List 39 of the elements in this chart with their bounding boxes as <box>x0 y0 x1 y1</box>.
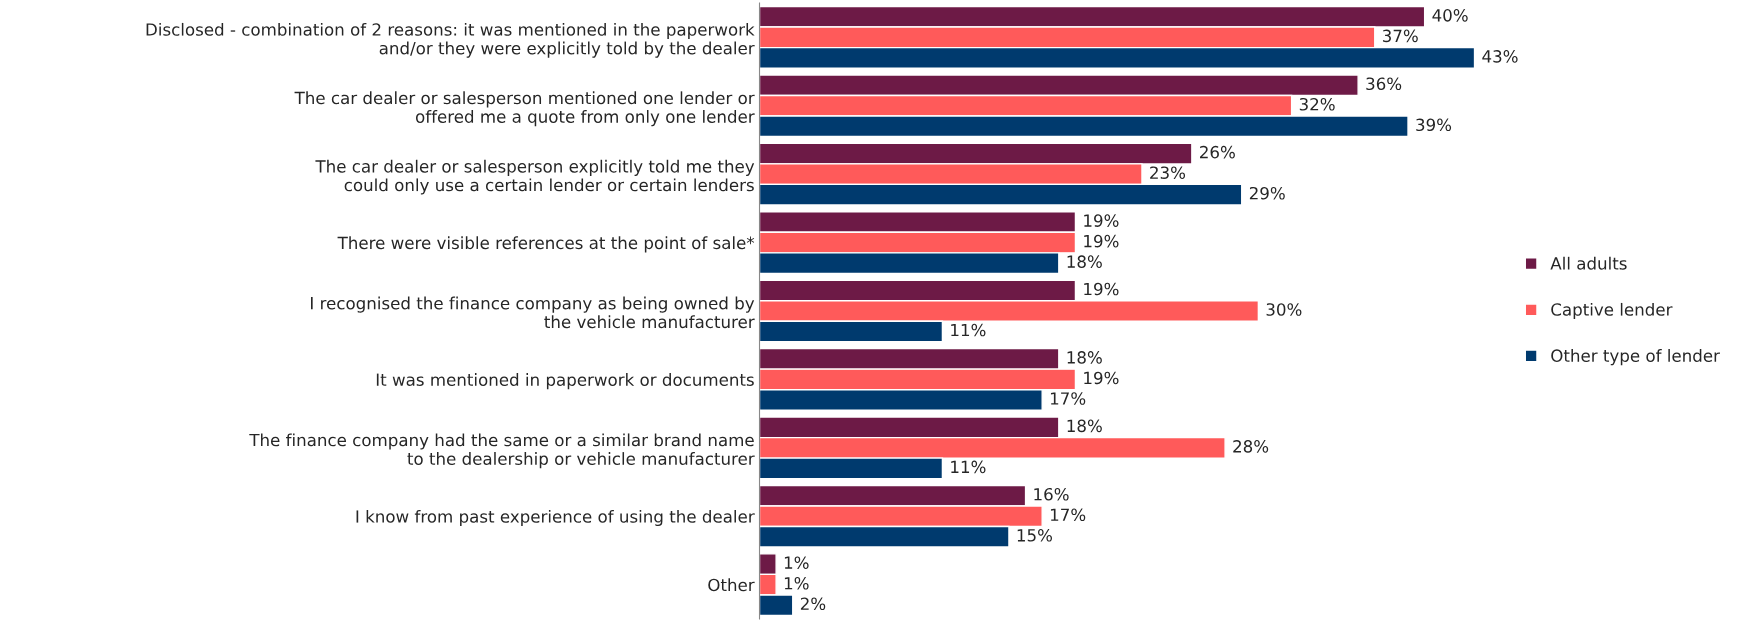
y-tick-label: It was mentioned in paperwork or documents <box>376 373 754 390</box>
y-tick-label: Disclosed - combination of 2 reasons: it was mentioned in the paperwork and/or they were explicitly told by the dealer <box>146 22 755 58</box>
y-tick-label: The car dealer or salesperson mentioned one lender or offered me a quote from only one lender <box>294 91 755 127</box>
data-label: 36% <box>1366 77 1402 91</box>
data-label: 11% <box>951 460 986 474</box>
data-label: 17% <box>1050 508 1086 522</box>
y-tick-label: The finance company had the same or a similar brand name to the dealership or vehicle manufacturer <box>249 433 755 469</box>
legend-label: Other type of lender <box>1551 349 1720 366</box>
data-label: 19% <box>1084 234 1119 248</box>
legend-label: Captive lender <box>1551 302 1673 320</box>
y-tick-label: I know from past experience of using the dealer <box>356 509 755 527</box>
data-label: 39% <box>1416 118 1452 132</box>
data-label: 1% <box>784 556 809 569</box>
data-label: 19% <box>1084 214 1119 227</box>
y-tick-label: Other <box>708 578 755 592</box>
data-label: 17% <box>1050 392 1086 405</box>
data-label: 18% <box>1067 351 1102 364</box>
data-label: 1% <box>784 576 809 590</box>
data-label: 29% <box>1249 186 1285 200</box>
data-label: 19% <box>1084 371 1119 385</box>
data-label: 16% <box>1034 487 1069 501</box>
legend-label: All adults <box>1550 256 1627 270</box>
data-label: 11% <box>951 323 986 337</box>
data-label: 43% <box>1482 50 1518 63</box>
data-label: 28% <box>1233 440 1269 453</box>
y-tick-label: The car dealer or salesperson explicitly told me they could only use a certain lender or certain lenders <box>315 159 755 195</box>
data-label: 37% <box>1382 29 1418 43</box>
y-tick-label: I recognised the finance company as being owned by the vehicle manufacturer <box>311 296 755 329</box>
y-tick-label: There were visible references at the point of sale* <box>337 236 755 253</box>
data-label: 26% <box>1200 145 1235 159</box>
data-label: 23% <box>1150 166 1186 179</box>
data-label: 2% <box>800 597 826 611</box>
data-label: 18% <box>1067 419 1102 433</box>
data-label: 40% <box>1432 9 1468 22</box>
data-label: 32% <box>1299 97 1335 111</box>
data-label: 30% <box>1266 303 1302 316</box>
data-label: 18% <box>1067 255 1102 268</box>
data-label: 19% <box>1084 282 1119 296</box>
data-label: 15% <box>1017 529 1053 542</box>
